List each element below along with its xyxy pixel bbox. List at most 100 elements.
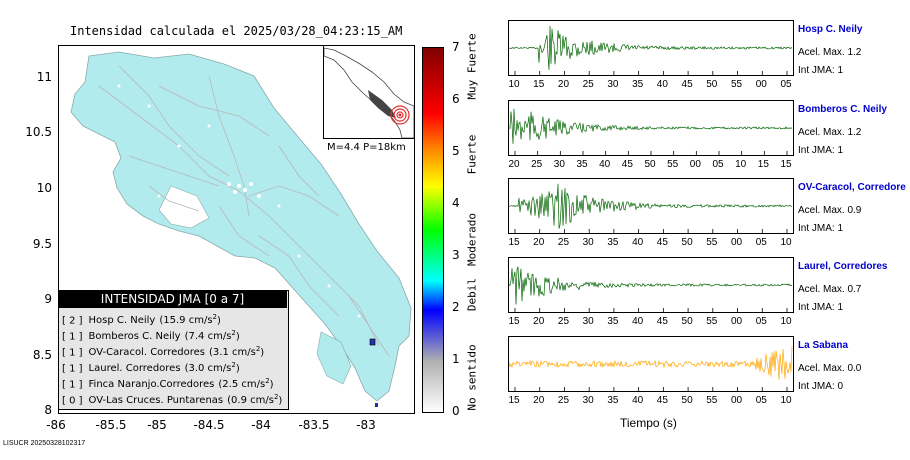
legend-exponent: 2 [255, 345, 261, 353]
road-network [98, 65, 390, 357]
time-tick-label: 00 [689, 159, 701, 170]
legend-exponent: 2 [212, 313, 217, 321]
waveform-panel [508, 257, 794, 313]
legend-close: ) [217, 315, 221, 327]
station-name: OV-Caracol, Corredore [798, 182, 906, 193]
time-tick-label: 35 [576, 159, 588, 170]
time-tick-label: 00 [730, 395, 743, 406]
legend-close: ) [235, 363, 240, 375]
legend-exponent: 2 [231, 329, 236, 337]
inset-map [323, 45, 415, 139]
legend-station: OV-Caracol. Corredores [88, 347, 205, 359]
map-x-tick: -83.5 [298, 418, 330, 432]
seismogram [508, 25, 793, 75]
land-area [70, 51, 412, 402]
time-tick-label: 50 [644, 159, 656, 170]
legend-level: [ 1 ] [62, 379, 83, 391]
legend-close: ) [278, 395, 283, 407]
map-x-tick: -85.5 [95, 418, 127, 432]
legend-exponent: 2 [265, 377, 270, 385]
station-name: Laurel, Corredores [798, 261, 888, 272]
seismogram-trace [508, 25, 793, 70]
station-intensity: Int JMA: 1 [798, 223, 844, 234]
station-marker [375, 403, 378, 407]
map-y-tick: 11 [36, 70, 52, 84]
time-tick-label: 40 [632, 316, 644, 327]
colorbar-tick: 5 [452, 144, 460, 158]
colorbar-tick: 4 [452, 196, 460, 210]
time-axis-label: Tiempo (s) [620, 416, 677, 430]
osa-peninsula [316, 331, 352, 385]
legend-station: Bomberos C. Neily [88, 331, 181, 343]
legend-exponent: 2 [273, 393, 279, 401]
map-x-tick: -83 [356, 418, 376, 432]
legend-value: (2.5 cm/s [218, 379, 266, 391]
time-tick-label: 15 [508, 395, 520, 406]
time-tick-label: 25 [582, 79, 594, 90]
map-y-tick: 9 [44, 292, 52, 306]
time-tick-label: 15 [757, 159, 769, 170]
inset-country [368, 90, 396, 118]
waveform-panel [508, 336, 794, 392]
colorbar-tick: 3 [452, 248, 460, 262]
time-tick-label: 20 [557, 79, 570, 90]
time-tick-label: 25 [557, 237, 570, 248]
time-tick-label: 50 [706, 79, 718, 90]
seismogram [508, 183, 793, 233]
legend-row: [ 1 ] OV-Caracol. Corredores (3.1 cm/s2) [62, 345, 264, 358]
town-dots [117, 84, 361, 318]
time-tick-label: 35 [607, 237, 619, 248]
legend-station: Laurel. Corredores [88, 363, 181, 375]
seismogram-trace [508, 183, 793, 229]
inset-svg [323, 47, 415, 139]
time-tick-label: 00 [730, 237, 743, 248]
legend-value: (3.0 cm/s [184, 363, 232, 375]
station-acel: Acel. Max. 1.2 [798, 127, 862, 138]
time-tick-label: 15 [508, 237, 520, 248]
time-tick-label: 10 [780, 395, 792, 406]
station-marker [369, 338, 376, 346]
seismogram [508, 266, 793, 312]
time-tick-label: 00 [730, 316, 743, 327]
time-tick-label: 20 [533, 395, 545, 406]
time-tick-label: 45 [621, 159, 633, 170]
time-tick-label: 25 [557, 395, 570, 406]
time-tick-label: 45 [681, 79, 693, 90]
colorbar-label: Muy Fuerte [465, 33, 479, 100]
time-tick-label: 30 [607, 79, 619, 90]
time-tick-label: 10 [508, 79, 520, 90]
legend-value: (7.4 cm/s [184, 331, 232, 343]
station-acel: Acel. Max. 0.9 [798, 205, 862, 216]
map-x-tick: -85 [147, 418, 167, 432]
waveform-panel [508, 20, 794, 76]
seismogram-trace [508, 346, 793, 380]
legend-row: [ 1 ] Laurel. Corredores (3.0 cm/s2) [62, 361, 240, 374]
time-tick-label: 10 [780, 237, 792, 248]
time-tick-label: 15 [508, 316, 520, 327]
colorbar-tick: 0 [452, 404, 460, 418]
seismogram-trace [508, 108, 793, 144]
map-y-tick: 8 [44, 403, 52, 417]
legend-value: (3.1 cm/s [209, 347, 256, 359]
map-y-tick: 9.5 [32, 237, 52, 251]
time-tick-label: 05 [712, 159, 724, 170]
time-tick-label: 20 [533, 316, 545, 327]
map-y-tick: 10 [36, 181, 52, 195]
time-tick-label: 55 [667, 159, 679, 170]
time-tick-label: 25 [531, 159, 543, 170]
time-tick-label: 20 [508, 159, 520, 170]
map-y-tick: 8.5 [32, 348, 52, 362]
colorbar-label: Debil [465, 277, 479, 312]
map-x-tick: -86 [46, 418, 66, 432]
time-tick-label: 05 [780, 79, 792, 90]
legend-title: INTENSIDAD JMA [0 a 7] [58, 290, 287, 308]
map-y-tick: 10.5 [25, 125, 52, 139]
time-tick-label: 00 [755, 79, 767, 90]
waveform-panel [508, 100, 794, 156]
seismogram-trace [508, 266, 793, 305]
station-name: Hosp C. Neily [798, 24, 863, 35]
legend-station: OV-Las Cruces. Puntarenas [88, 395, 224, 407]
legend-level: [ 1 ] [62, 363, 83, 375]
station-intensity: Int JMA: 1 [798, 145, 844, 156]
time-tick-label: 30 [582, 316, 594, 327]
